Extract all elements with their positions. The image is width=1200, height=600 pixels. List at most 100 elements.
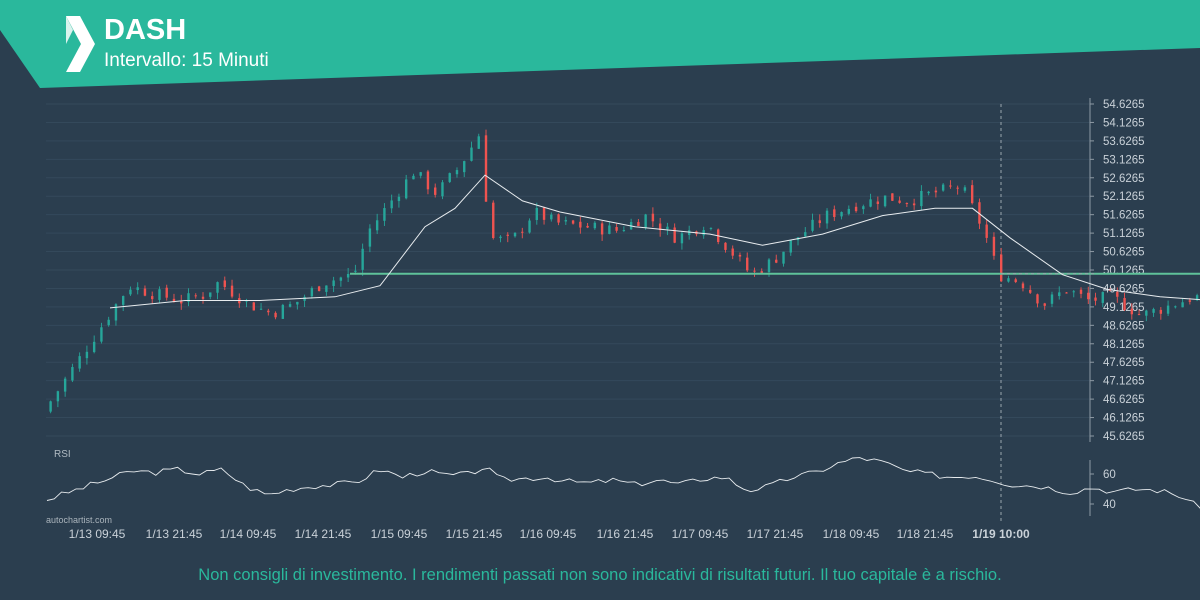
header-banner-shape [0, 0, 1200, 88]
candle [949, 180, 952, 189]
candle [1007, 275, 1010, 283]
candle-body [136, 287, 139, 291]
candle [673, 223, 676, 244]
candle-body [49, 401, 52, 412]
candle [1166, 300, 1170, 317]
candle [71, 363, 74, 383]
candle-body [608, 225, 611, 234]
candle [1137, 309, 1141, 316]
candle-body [441, 182, 444, 197]
candle-body [535, 207, 538, 220]
candle [1116, 287, 1119, 303]
candle-body [542, 207, 546, 220]
candle-body [782, 251, 785, 264]
candle [303, 294, 306, 308]
candle-body [753, 270, 756, 272]
candle-body [1174, 306, 1177, 308]
candle [927, 190, 930, 196]
candle-body [1108, 289, 1112, 291]
candle [455, 167, 459, 178]
candle [680, 231, 684, 250]
candle [252, 301, 256, 311]
candle [404, 174, 408, 200]
candle-body [506, 234, 509, 236]
candle [724, 242, 727, 253]
candle-body [644, 214, 647, 228]
risk-disclaimer: Non consigli di investimento. I rendimen… [198, 566, 1002, 584]
x-tick-label: 1/16 21:45 [597, 527, 654, 541]
candle-body [1159, 309, 1163, 314]
candle-body [1036, 294, 1039, 304]
candle-body [230, 285, 234, 297]
candle-body [339, 277, 343, 281]
candle-body [1058, 292, 1061, 297]
candle [56, 390, 60, 408]
candle-body [883, 195, 887, 207]
candle-body [492, 202, 495, 239]
candle [288, 301, 292, 308]
candle [1036, 293, 1039, 308]
candle [63, 376, 67, 397]
y-tick-label: 46.1265 [1103, 413, 1145, 425]
candle-body [426, 171, 430, 190]
candle-body [209, 292, 212, 297]
candle-body [521, 231, 524, 233]
candle-body [121, 296, 125, 305]
candle-body [245, 300, 248, 302]
candle-body [1152, 309, 1155, 313]
candle-body [143, 288, 147, 296]
y-tick-label: 53.6265 [1103, 136, 1145, 148]
candle [521, 227, 524, 239]
candle-body [978, 202, 981, 224]
candle-body [296, 301, 299, 305]
candle [1029, 285, 1032, 294]
candle [121, 295, 125, 312]
candle [49, 400, 52, 414]
candle-body [375, 220, 379, 231]
candle [1174, 305, 1177, 309]
candle-body [223, 280, 226, 287]
candle [397, 193, 401, 208]
candle-body [898, 200, 901, 203]
y-tick-label: 48.6265 [1103, 320, 1145, 332]
candle [840, 211, 843, 220]
candle [92, 335, 96, 354]
candle [274, 311, 277, 320]
candle-body [325, 285, 328, 292]
candle [114, 303, 118, 326]
dash-logo [66, 16, 95, 72]
candle-body [107, 319, 110, 326]
candle-body [680, 233, 684, 244]
candle [818, 214, 821, 228]
candle [593, 221, 597, 230]
candle [1014, 277, 1017, 284]
candle [746, 252, 749, 273]
candle-body [361, 248, 364, 270]
candle [825, 208, 829, 229]
x-tick-label: 1/13 21:45 [146, 527, 203, 541]
candle [143, 285, 147, 297]
candle-body [876, 201, 880, 205]
candle-body [905, 203, 909, 205]
rsi-panel [46, 457, 1200, 509]
candle-body [557, 214, 560, 223]
candle [107, 316, 110, 327]
candle [644, 213, 647, 230]
candle-body [1188, 300, 1192, 302]
candle-body [775, 259, 778, 263]
candle-body [281, 304, 285, 319]
candle [775, 254, 778, 264]
candle-body [912, 203, 916, 206]
candle-body [1166, 305, 1170, 314]
candle-body [1072, 291, 1075, 293]
x-tick-label: 1/16 09:45 [520, 527, 577, 541]
x-tick-label: 1/19 10:00 [972, 527, 1030, 541]
candle [738, 252, 742, 262]
candle-body [891, 193, 894, 201]
candle-body [85, 351, 89, 359]
candle [1050, 291, 1054, 308]
candle-body [571, 220, 575, 224]
candle [100, 322, 103, 344]
candle-body [404, 179, 408, 199]
